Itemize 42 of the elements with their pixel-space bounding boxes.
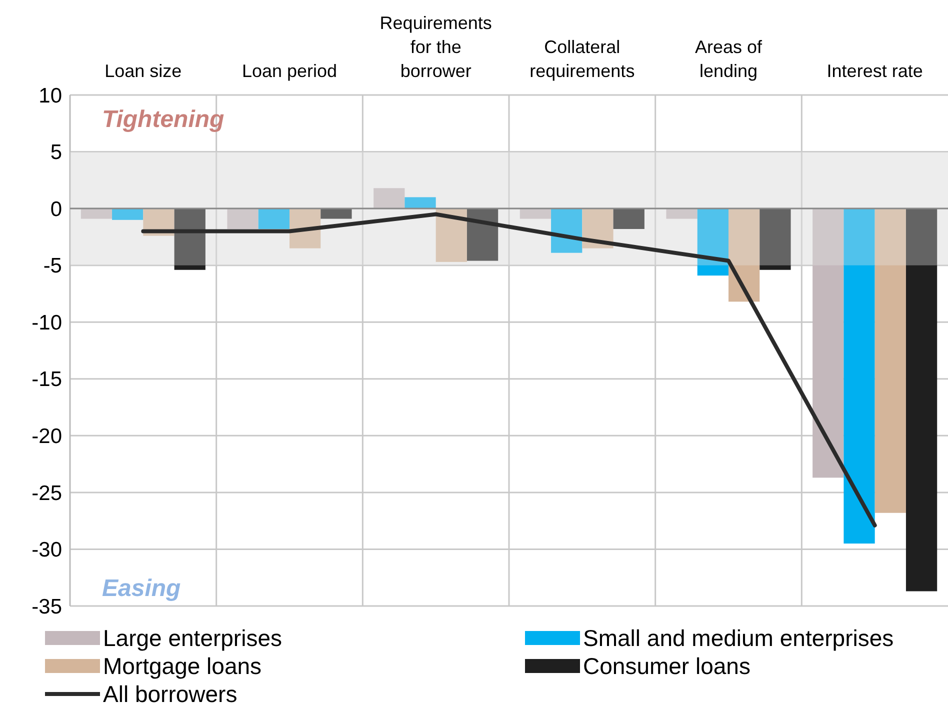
legend-label: Small and medium enterprises xyxy=(583,625,894,652)
bar xyxy=(436,208,467,262)
y-tick-label: -30 xyxy=(32,538,62,562)
x-tick-label: Loan size xyxy=(104,61,182,81)
bar xyxy=(812,208,844,478)
bar xyxy=(320,208,352,219)
x-tick-label: Requirements for the borrower xyxy=(380,13,492,81)
y-tick-label: -10 xyxy=(32,311,62,334)
bar xyxy=(404,197,436,209)
x-tick-label: Interest rate xyxy=(826,61,923,81)
bar xyxy=(728,208,760,302)
legend-label: All borrowers xyxy=(103,681,238,706)
y-tick-label: 0 xyxy=(50,198,62,221)
bar xyxy=(906,208,938,592)
bar xyxy=(374,188,405,209)
annotation: Easing xyxy=(102,575,182,602)
legend-label: Consumer loans xyxy=(583,653,750,680)
bar xyxy=(697,208,728,276)
bar xyxy=(666,208,698,219)
bar xyxy=(874,208,906,513)
bar xyxy=(844,208,875,544)
y-tick-label: -15 xyxy=(32,368,62,392)
x-tick-label: Areas of lending xyxy=(694,37,764,81)
bar xyxy=(520,208,552,219)
legend-label: Large enterprises xyxy=(103,625,282,652)
line-series xyxy=(141,212,877,528)
bar xyxy=(760,208,791,270)
bar xyxy=(112,208,144,220)
y-tick-label: -20 xyxy=(32,425,62,448)
y-tick-label: 5 xyxy=(50,141,62,164)
bar xyxy=(227,208,258,229)
bar xyxy=(80,208,112,219)
bar xyxy=(258,208,290,229)
y-tick-label: -5 xyxy=(43,254,62,278)
annotation: Tightening xyxy=(102,106,225,133)
y-tick-label: 10 xyxy=(38,84,62,108)
x-tick-label: Collateral requirements xyxy=(530,37,635,81)
x-tick-label: Loan period xyxy=(242,61,338,81)
legend-label: Mortgage loans xyxy=(103,653,262,680)
y-tick-label: -35 xyxy=(32,595,62,618)
y-tick-label: -25 xyxy=(32,482,62,505)
bar xyxy=(613,208,644,229)
